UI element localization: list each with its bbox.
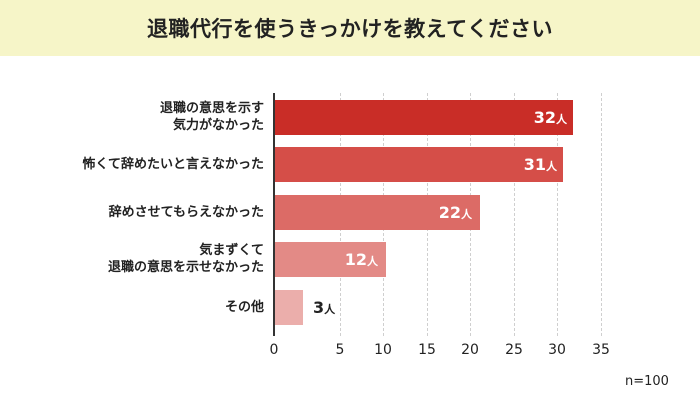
bar: 22人 bbox=[275, 195, 480, 230]
x-tick-label: 25 bbox=[505, 342, 523, 358]
y-axis-line bbox=[273, 93, 275, 336]
x-tick-label: 30 bbox=[548, 342, 566, 358]
gridline-35 bbox=[601, 93, 602, 336]
x-tick-label: 0 bbox=[269, 342, 279, 358]
x-tick-label: 15 bbox=[418, 342, 436, 358]
bar-value-label: 22人 bbox=[438, 203, 472, 222]
bar-value-label: 12人 bbox=[344, 250, 378, 269]
x-tick-label: 35 bbox=[592, 342, 610, 358]
category-label: その他 bbox=[224, 300, 264, 315]
x-tick-label: 20 bbox=[461, 342, 479, 358]
sample-size-note: n=100 bbox=[625, 374, 669, 389]
bar: 12人 bbox=[275, 242, 386, 277]
category-label: 怖くて辞めたいと言えなかった bbox=[82, 157, 264, 172]
x-tick-label: 5 bbox=[335, 342, 345, 358]
category-label: 退職の意思を示す 気力がなかった bbox=[159, 101, 264, 133]
chart-header: 退職代行を使うきっかけを教えてください bbox=[0, 0, 700, 56]
bar-value-label: 3人 bbox=[313, 298, 336, 317]
gridline-30 bbox=[557, 93, 558, 336]
category-label: 辞めさせてもらえなかった bbox=[108, 205, 264, 220]
bar: 32人 bbox=[275, 100, 573, 135]
bar: 31人 bbox=[275, 147, 563, 182]
category-label: 気まずくて 退職の意思を示せなかった bbox=[107, 243, 264, 275]
x-tick-label: 10 bbox=[374, 342, 392, 358]
chart-title: 退職代行を使うきっかけを教えてください bbox=[147, 17, 553, 41]
bar-value-label: 31人 bbox=[523, 155, 557, 174]
bar: 3人 bbox=[275, 290, 335, 325]
bar-value-label: 32人 bbox=[533, 108, 567, 127]
gridline-25 bbox=[514, 93, 515, 336]
